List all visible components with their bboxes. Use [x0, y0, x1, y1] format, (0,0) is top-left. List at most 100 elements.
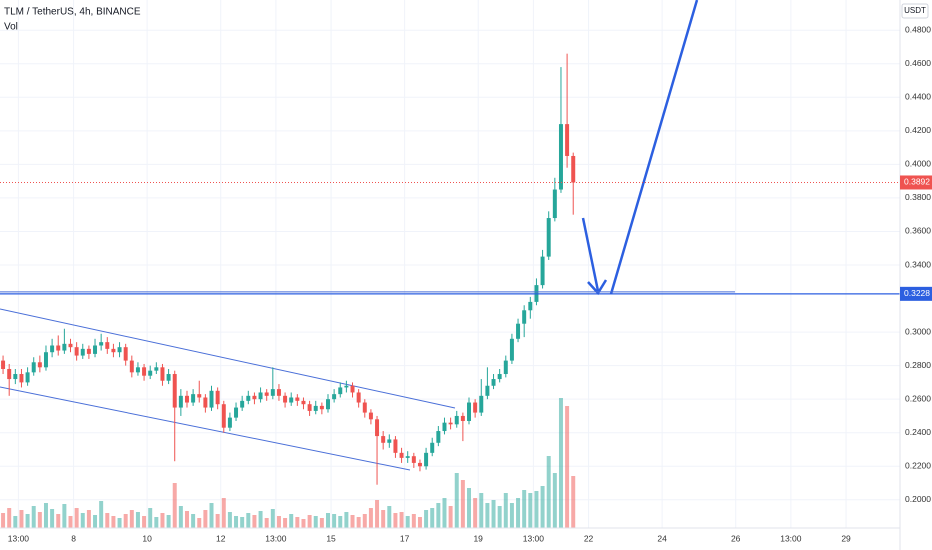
candle-body: [68, 343, 73, 348]
volume-bar: [240, 517, 245, 528]
y-tick-label: 0.2000: [905, 494, 931, 504]
volume-bar: [289, 514, 294, 528]
volume-bar: [540, 486, 545, 528]
volume-bar: [172, 483, 177, 528]
candle-body: [546, 218, 551, 257]
x-tick-label: 26: [731, 533, 741, 543]
support-label: 0.3228: [904, 288, 930, 298]
volume-bar: [31, 506, 36, 528]
y-tick-label: 0.3000: [905, 326, 931, 336]
candle-body: [276, 389, 281, 396]
volume-bar: [417, 517, 422, 528]
volume-bar: [80, 513, 85, 528]
volume-bar: [326, 513, 330, 528]
currency-label: USDT: [904, 6, 926, 15]
volume-bar: [7, 508, 12, 528]
volume-bar: [375, 500, 380, 528]
volume-bar: [350, 515, 355, 528]
volume-bar: [393, 513, 398, 528]
volume-pane: [1, 398, 576, 528]
volume-bar: [37, 512, 42, 528]
volume-bar: [497, 506, 502, 528]
candle-body: [381, 436, 386, 443]
volume-bar: [509, 503, 514, 528]
currency-box[interactable]: [901, 3, 929, 19]
grid: [0, 0, 900, 528]
channel-lower: [0, 386, 411, 471]
last-price-tag: [900, 175, 932, 190]
candle-body: [295, 397, 300, 401]
candle-body: [154, 367, 159, 371]
volume-bar: [503, 493, 508, 528]
indicator-label: Vol: [4, 22, 18, 33]
volume-bar: [25, 514, 30, 528]
volume-bar: [154, 517, 159, 528]
volume-bar: [135, 512, 140, 528]
candle-body: [430, 442, 435, 453]
candle-body: [129, 360, 134, 373]
candle-body: [411, 456, 416, 463]
volume-bar: [332, 514, 337, 528]
volume-bar: [74, 508, 79, 528]
volume-bar: [43, 503, 48, 528]
volume-bar: [405, 516, 410, 528]
candle-body: [473, 402, 478, 413]
candle-body: [283, 395, 288, 403]
volume-bar: [399, 512, 404, 528]
candle-body: [424, 452, 429, 467]
candle-body: [160, 367, 165, 381]
volume-bar: [516, 498, 521, 528]
candle-body: [234, 407, 239, 418]
volume-bar: [264, 518, 269, 528]
candle-body: [405, 456, 410, 458]
y-tick-label: 0.2200: [905, 461, 931, 471]
candle-body: [540, 256, 545, 286]
x-tick-label: 12: [216, 533, 226, 543]
volume-bar: [479, 493, 484, 528]
volume-bar: [215, 514, 220, 528]
candle-body: [246, 395, 251, 401]
volume-bar: [411, 514, 416, 528]
volume-bar: [166, 515, 171, 528]
volume-bar: [276, 516, 281, 528]
candle-body: [313, 405, 318, 411]
volume-bar: [50, 509, 55, 528]
volume-bar: [344, 512, 349, 528]
volume-bar: [448, 506, 453, 528]
volume-bar: [571, 476, 576, 528]
volume-bar: [522, 490, 527, 528]
candle-body: [43, 352, 48, 368]
volume-bar: [534, 491, 539, 528]
volume-bar: [142, 516, 147, 528]
candle-body: [19, 374, 24, 383]
candle-body: [516, 323, 521, 339]
volume-bar: [460, 480, 465, 528]
candle-body: [191, 394, 196, 403]
candle-body: [105, 342, 110, 349]
channel-upper: [0, 308, 456, 409]
candle-body: [117, 347, 122, 353]
candle-body: [338, 387, 343, 395]
candle-body: [7, 368, 12, 380]
candle-body: [93, 345, 98, 354]
volume-bar: [191, 514, 196, 528]
support-tag: [900, 286, 932, 301]
volume-bar: [442, 498, 447, 528]
volume-bar: [117, 518, 122, 528]
volume-bar: [338, 516, 343, 528]
volume-bar: [301, 519, 306, 528]
volume-bar: [424, 510, 429, 528]
volume-bar: [93, 515, 98, 528]
y-tick-label: 0.4200: [905, 125, 931, 135]
candle-body: [184, 395, 189, 403]
x-tick-label: 19: [473, 533, 483, 543]
volume-bar: [184, 511, 189, 528]
candle-body: [319, 405, 324, 410]
volume-bar: [552, 473, 557, 528]
candle-body: [442, 422, 447, 432]
x-tick-label: 8: [71, 533, 76, 543]
volume-bar: [234, 516, 239, 528]
candle-body: [326, 399, 330, 410]
volume-bar: [1, 513, 6, 528]
x-tick-label: 29: [841, 533, 851, 543]
